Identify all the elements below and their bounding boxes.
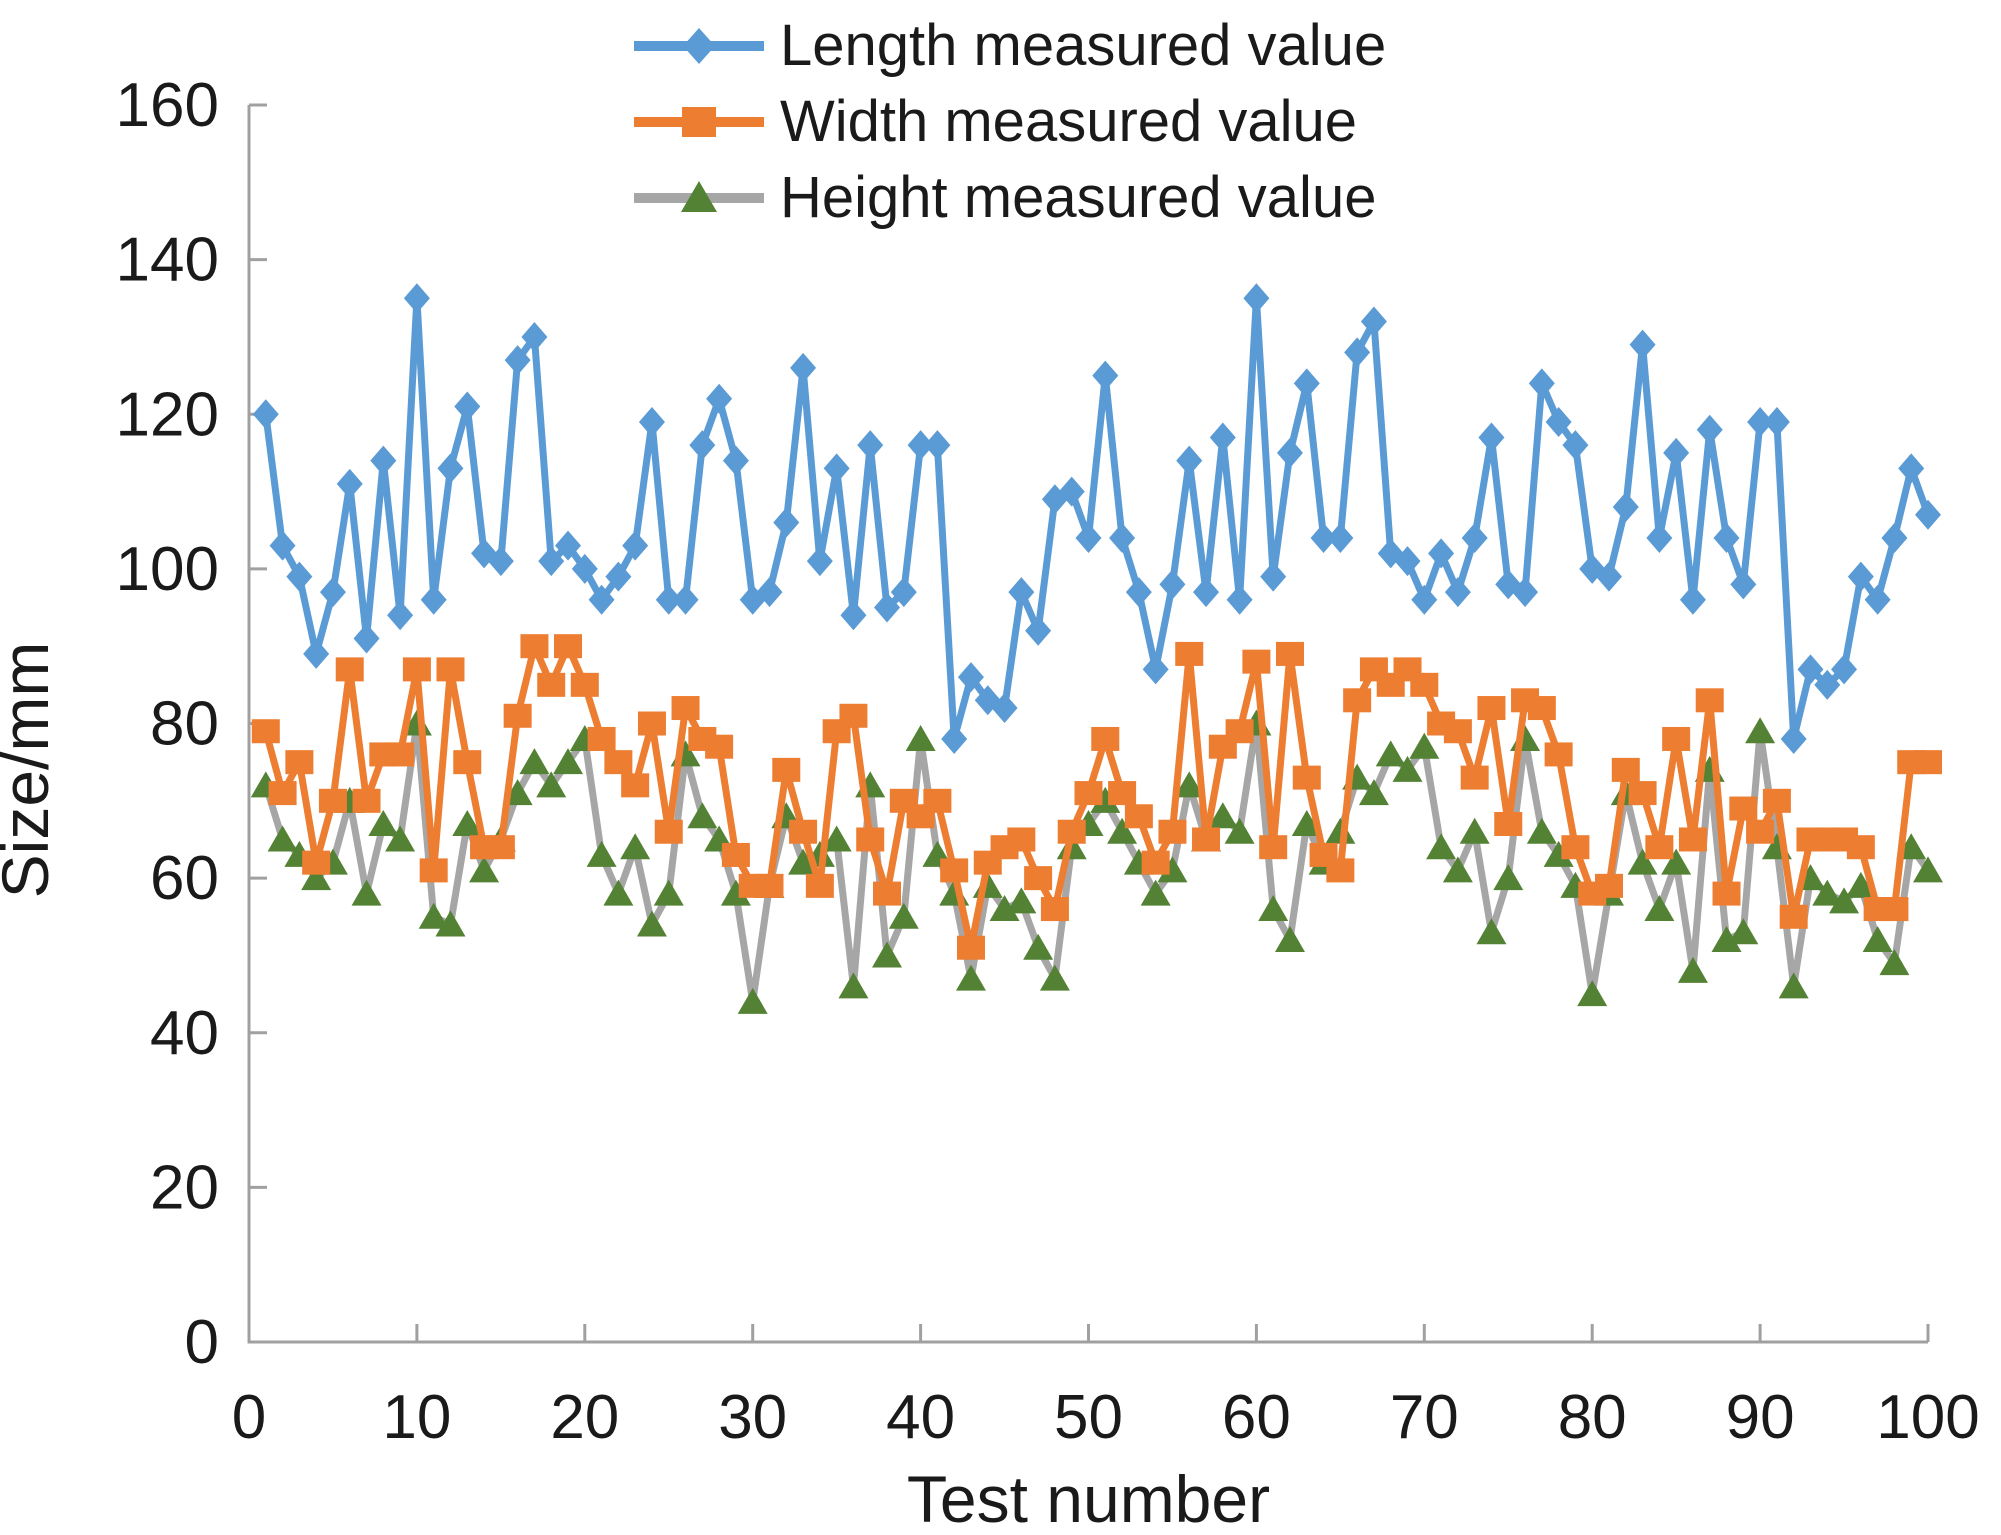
y-tick-label: 120 (116, 380, 219, 449)
x-tick-label: 50 (1054, 1383, 1123, 1452)
x-tick-label: 30 (718, 1383, 787, 1452)
legend-marker (681, 181, 717, 212)
y-tick-label: 0 (185, 1308, 219, 1377)
series-length-measured-value (252, 283, 1941, 754)
legend: Length measured value Width measured val… (630, 10, 1386, 234)
legend-item-height: Height measured value (630, 162, 1386, 234)
x-tick-label: 40 (886, 1383, 955, 1452)
legend-line-diamond-icon (634, 28, 764, 64)
y-tick-label: 60 (150, 844, 219, 913)
x-tick-label: 10 (382, 1383, 451, 1452)
legend-line-square-icon (634, 107, 764, 137)
legend-marker (682, 107, 716, 137)
y-tick-label: 140 (116, 226, 219, 295)
legend-label-width: Width measured value (780, 89, 1358, 154)
y-tick-label: 20 (150, 1153, 219, 1222)
x-tick-label: 60 (1222, 1383, 1291, 1452)
x-tick-label: 100 (1876, 1383, 1979, 1452)
legend-item-length: Length measured value (630, 10, 1386, 82)
legend-label-length: Length measured value (780, 13, 1387, 78)
length-measured-value-line (262, 294, 1932, 743)
x-tick-label: 70 (1390, 1383, 1459, 1452)
legend-label-height: Height measured value (780, 165, 1377, 230)
legend-marker (683, 28, 715, 64)
x-tick-label: 80 (1558, 1383, 1627, 1452)
y-tick-label: 80 (150, 690, 219, 759)
axes-lines (247, 105, 1928, 1344)
x-axis-title: Test number (907, 1462, 1270, 1535)
width-measured-value-markers (251, 634, 1942, 960)
y-tick-label: 100 (116, 535, 219, 604)
y-tick-label: 40 (150, 999, 219, 1068)
length-measured-value-markers (252, 283, 1941, 754)
legend-item-width: Width measured value (630, 86, 1386, 158)
x-tick-label: 0 (232, 1383, 266, 1452)
y-axis-title: Size/mm (0, 642, 62, 899)
x-tick-label: 90 (1726, 1383, 1795, 1452)
legend-line-triangle-icon (634, 181, 764, 212)
series-width-measured-value (251, 634, 1942, 960)
width-measured-value-line (262, 642, 1932, 952)
x-tick-label: 20 (550, 1383, 619, 1452)
y-tick-label: 160 (116, 71, 219, 140)
